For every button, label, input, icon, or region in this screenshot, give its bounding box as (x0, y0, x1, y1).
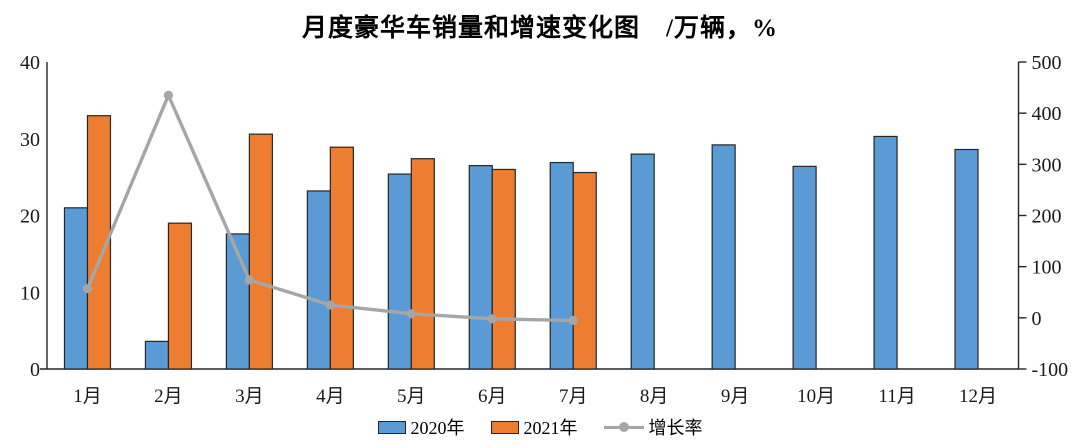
chart-legend: 2020年 2021年 增长率 (0, 414, 1080, 440)
bar-2020年-12月 (954, 148, 979, 370)
legend-line-marker-icon (603, 422, 644, 432)
growth-line-marker-7月 (568, 315, 578, 325)
x-axis-tick-label: 6月 (478, 386, 507, 407)
y-axis-left-tick-label: 40 (20, 52, 40, 74)
legend-label-2021: 2021年 (523, 418, 578, 438)
bar-2021年-6月 (491, 168, 516, 370)
growth-line-marker-5月 (406, 309, 416, 319)
y-axis-left-tick-label: 20 (20, 206, 40, 228)
growth-line-marker-6月 (487, 314, 497, 324)
legend-label-growth: 增长率 (648, 418, 703, 438)
chart-title: 月度豪华车销量和增速变化图 /万辆，% (302, 15, 778, 42)
growth-line-marker-3月 (244, 275, 254, 285)
y-axis-left-tick-label: 0 (30, 359, 40, 381)
legend-item-2020: 2020年 (377, 414, 465, 440)
x-axis-tick-label: 10月 (797, 386, 835, 407)
bar-2021年-5月 (410, 158, 435, 370)
y-axis-right-tick-label: 500 (1032, 52, 1062, 74)
bar-2020年-4月 (306, 190, 331, 370)
y-axis-right-tick-label: 400 (1032, 103, 1062, 125)
x-axis-tick-label: 12月 (959, 386, 997, 407)
legend-item-2021: 2021年 (490, 414, 578, 440)
bar-2020年-5月 (387, 173, 412, 370)
legend-swatch-2020 (377, 420, 406, 434)
growth-line-marker-1月 (82, 284, 93, 294)
bar-2021年-2月 (167, 222, 193, 370)
legend-item-growth: 增长率 (603, 414, 703, 440)
bar-2021年-4月 (329, 146, 354, 370)
x-axis-tick-label: 4月 (316, 386, 345, 407)
legend-label-2020: 2020年 (410, 418, 465, 438)
legend-swatch-2021 (490, 420, 519, 434)
y-axis-right-tick-label: 100 (1032, 257, 1062, 279)
bar-2020年-11月 (873, 135, 898, 370)
bar-2020年-9月 (711, 144, 736, 370)
bar-2020年-8月 (630, 153, 655, 370)
growth-line-marker-2月 (163, 90, 174, 100)
x-axis-tick-label: 1月 (73, 386, 102, 407)
x-axis-tick-label: 5月 (397, 386, 426, 407)
y-axis-left-tick-label: 10 (20, 282, 40, 304)
bar-2020年-7月 (549, 161, 574, 370)
x-axis-tick-label: 7月 (559, 386, 588, 407)
x-axis-tick-label: 9月 (721, 386, 750, 407)
bar-2021年-1月 (86, 115, 112, 370)
x-axis-tick-label: 2月 (154, 386, 183, 407)
x-axis-tick-label: 3月 (235, 386, 264, 407)
bar-2020年-10月 (792, 165, 817, 370)
bar-2021年-7月 (572, 171, 597, 370)
x-axis-tick-label: 8月 (640, 386, 669, 407)
y-axis-right-tick-label: 300 (1032, 154, 1062, 176)
y-axis-left-tick-label: 30 (20, 129, 40, 151)
bar-2020年-2月 (144, 340, 170, 370)
y-axis-right-tick-label: -100 (1032, 359, 1069, 381)
y-axis-right-tick-label: 200 (1032, 206, 1062, 228)
bar-2020年-6月 (468, 165, 493, 370)
y-axis-right-tick-label: 0 (1032, 308, 1042, 330)
x-axis-tick-label: 11月 (878, 386, 915, 407)
bar-2021年-3月 (248, 133, 273, 370)
growth-line-marker-4月 (325, 300, 335, 310)
